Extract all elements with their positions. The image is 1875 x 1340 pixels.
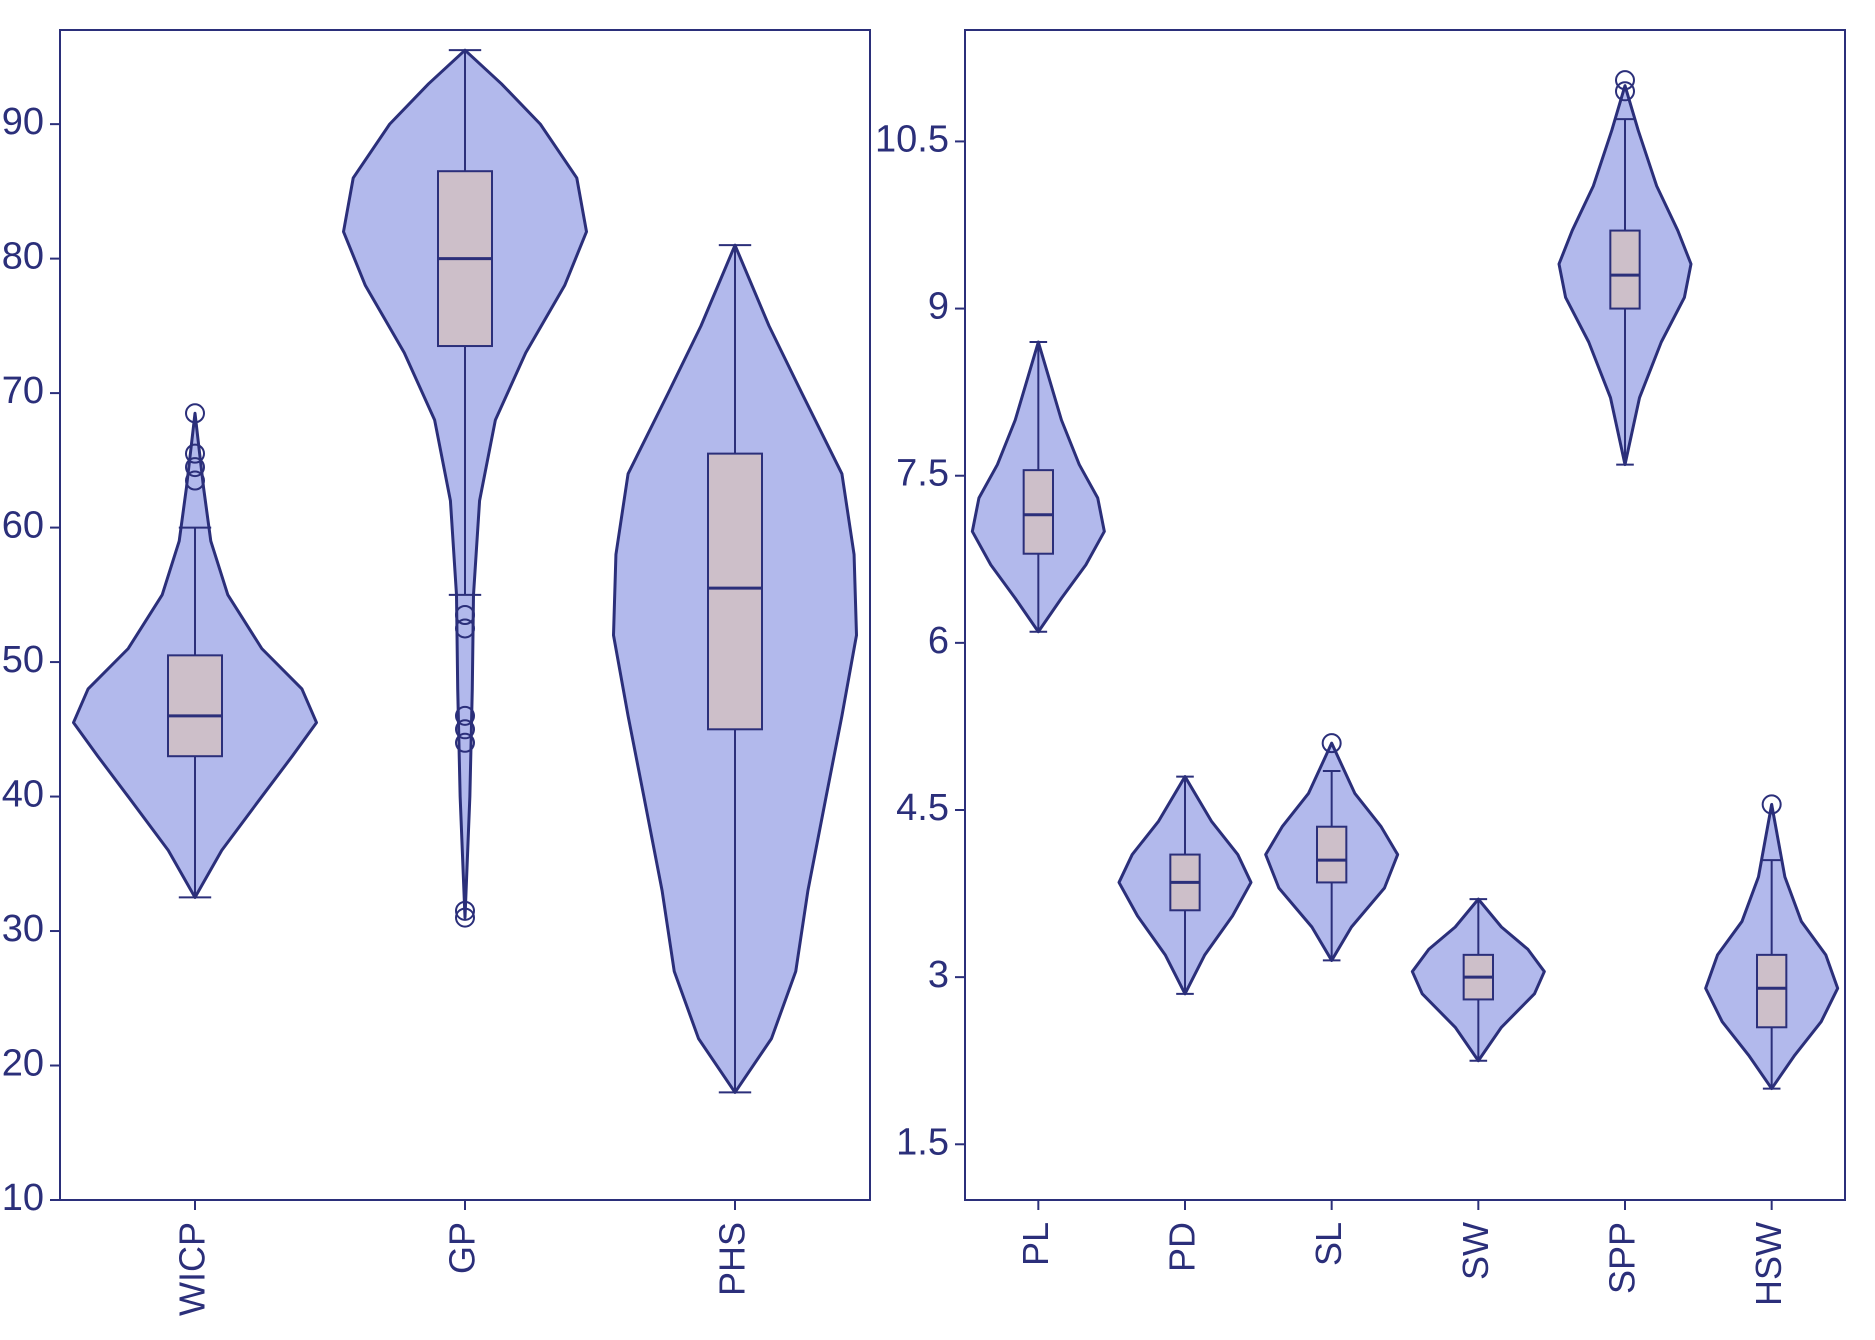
- box: [1610, 231, 1639, 309]
- y-tick-label: 60: [2, 505, 44, 547]
- x-category-label: HSW: [1748, 1222, 1789, 1306]
- violin-chart-svg: 10 20 30 40 50 60 70 80 90 WICP GP PHS 1.5 3 4.5 6 7.5 9 1…: [0, 0, 1875, 1340]
- x-category-label: WICP: [172, 1222, 213, 1316]
- y-tick-label: 6: [928, 620, 949, 662]
- y-tick-label: 80: [2, 236, 44, 278]
- y-tick-label: 4.5: [896, 787, 949, 829]
- y-tick-label: 30: [2, 908, 44, 950]
- x-category-label: SL: [1308, 1222, 1349, 1266]
- x-category-label: PHS: [712, 1222, 753, 1296]
- y-tick-label: 20: [2, 1043, 44, 1085]
- box: [708, 454, 762, 730]
- box: [1757, 955, 1786, 1027]
- x-category-label: GP: [442, 1222, 483, 1274]
- y-tick-label: 70: [2, 370, 44, 412]
- box: [1024, 470, 1053, 554]
- y-tick-label: 7.5: [896, 453, 949, 495]
- y-tick-label: 1.5: [896, 1121, 949, 1163]
- y-tick-label: 10: [2, 1177, 44, 1219]
- x-category-label: SPP: [1602, 1222, 1643, 1294]
- x-category-label: SW: [1455, 1222, 1496, 1280]
- y-tick-label: 10.5: [875, 118, 949, 160]
- box: [1317, 827, 1346, 883]
- y-tick-label: 3: [928, 954, 949, 996]
- box: [168, 655, 222, 756]
- x-category-label: PD: [1162, 1222, 1203, 1272]
- y-tick-label: 40: [2, 774, 44, 816]
- y-tick-label: 50: [2, 639, 44, 681]
- y-tick-label: 90: [2, 101, 44, 143]
- chart-stage: 10 20 30 40 50 60 70 80 90 WICP GP PHS 1.5 3 4.5 6 7.5 9 1…: [0, 0, 1875, 1340]
- x-category-label: PL: [1015, 1222, 1056, 1266]
- y-tick-label: 9: [928, 286, 949, 328]
